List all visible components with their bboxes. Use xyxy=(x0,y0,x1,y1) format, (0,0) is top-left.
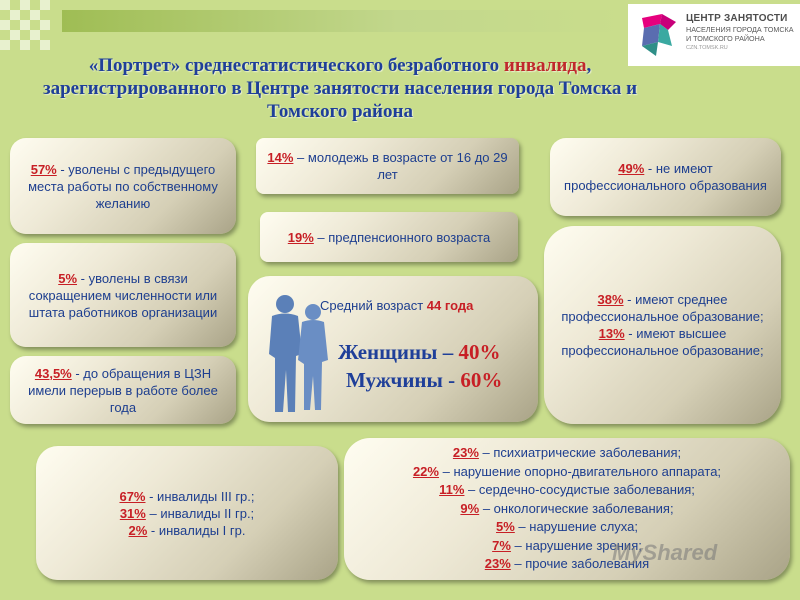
pct-value: 38% xyxy=(597,292,624,307)
page-title: «Портрет» среднестатистического безработ… xyxy=(40,54,640,123)
box-text: – предпенсионного возраста xyxy=(313,229,491,245)
pct-value: 22% xyxy=(412,463,439,479)
list-item: 23% – прочие заболевания xyxy=(352,555,782,574)
pct-value: 9% xyxy=(460,500,480,516)
decorative-checker xyxy=(0,0,50,50)
item-text: – инвалиды II гр.; xyxy=(145,505,255,521)
title-part1: «Портрет» среднестатистического безработ… xyxy=(88,55,504,76)
box-text: - имеют высшее профессиональное образова… xyxy=(561,326,764,358)
box-disability-groups: 67% - инвалиды III гр.; 31% – инвалиды I… xyxy=(36,446,338,580)
box-text: - уволены с предыдущего места работы по … xyxy=(28,161,218,211)
title-line3: Томского района xyxy=(267,101,413,122)
list-item: 2% - инвалиды I гр. xyxy=(44,522,330,539)
list-item: 31% – инвалиды II гр.; xyxy=(44,505,330,522)
box-diseases: 23% – психиатрические заболевания; 22% –… xyxy=(344,438,790,580)
pct-value: 43,5% xyxy=(34,365,72,381)
pct-value: 19% xyxy=(287,229,314,245)
item-text: – психиатрические заболевания; xyxy=(478,445,682,461)
logo: ЦЕНТР ЗАНЯТОСТИ НАСЕЛЕНИЯ ГОРОДА ТОМСКА … xyxy=(628,4,800,66)
pct-value: 5% xyxy=(58,270,78,286)
list-item: 5% – нарушение слуха; xyxy=(352,518,782,537)
pct-value: 23% xyxy=(484,556,511,572)
men-value: 60% xyxy=(460,368,503,392)
box-dismissed-reduction: 5% - уволены в связи сокращением численн… xyxy=(10,243,236,347)
pct-value: 31% xyxy=(119,505,146,521)
logo-site: CZN.TOMSK.RU xyxy=(686,45,728,51)
item-text: – нарушение зрения; xyxy=(510,537,642,553)
average-age-value: 44 года xyxy=(426,298,474,313)
item-text: – сердечно-сосудистые заболевания; xyxy=(464,482,695,498)
pct-value: 2% xyxy=(128,522,148,538)
list-item: 23% – психиатрические заболевания; xyxy=(352,444,782,463)
people-silhouette-icon xyxy=(269,295,328,412)
item-text: - инвалиды I гр. xyxy=(147,522,246,538)
box-text: - не имеют профессионального образования xyxy=(564,161,767,193)
women-share: Женщины – 40% xyxy=(338,340,500,365)
average-age-label: Средний возраст xyxy=(320,298,427,313)
box-no-professional-education: 49% - не имеют профессионального образов… xyxy=(550,138,781,216)
box-text: - уволены в связи сокращением численност… xyxy=(28,270,218,320)
item-text: – нарушение слуха; xyxy=(514,519,638,535)
pct-value: 7% xyxy=(492,537,511,553)
box-text: – молодежь в возрасте от 16 до 29 лет xyxy=(293,150,508,182)
pct-value: 23% xyxy=(452,445,479,461)
box-text: - до обращения в ЦЗН имели перерыв в раб… xyxy=(28,365,218,415)
box-dismissed-voluntary: 57% - уволены с предыдущего места работы… xyxy=(10,138,236,234)
men-share: Мужчины - 60% xyxy=(346,368,502,393)
list-item: 7% – нарушение зрения; xyxy=(352,537,782,556)
title-line2: зарегистрированного в Центре занятости н… xyxy=(42,78,638,99)
item-text: – прочие заболевания xyxy=(510,556,650,572)
pct-value: 67% xyxy=(119,488,146,504)
men-label: Мужчины - xyxy=(346,368,461,392)
box-education: 38% - имеют среднее профессиональное обр… xyxy=(544,226,781,424)
women-value: 40% xyxy=(458,340,501,364)
pct-value: 13% xyxy=(598,326,625,341)
title-part2: , xyxy=(586,55,592,76)
pct-value: 49% xyxy=(618,161,645,176)
logo-title: ЦЕНТР ЗАНЯТОСТИ xyxy=(686,13,788,24)
list-item: 11% – сердечно-сосудистые заболевания; xyxy=(352,481,782,500)
item-text: – онкологические заболевания; xyxy=(479,500,674,516)
item-text: - инвалиды III гр.; xyxy=(145,488,255,504)
pct-value: 14% xyxy=(267,150,294,165)
box-text: - имеют среднее профессиональное образов… xyxy=(561,292,764,324)
list-item: 9% – онкологические заболевания; xyxy=(352,500,782,519)
pct-value: 5% xyxy=(496,519,515,535)
title-highlight: инвалида xyxy=(503,55,587,76)
women-label: Женщины – xyxy=(338,340,459,364)
logo-subtitle-line1: НАСЕЛЕНИЯ ГОРОДА ТОМСКА xyxy=(686,25,794,34)
box-preretirement: 19% – предпенсионного возраста xyxy=(260,212,518,262)
list-item: 22% – нарушение опорно-двигательного апп… xyxy=(352,463,782,482)
pct-value: 57% xyxy=(30,161,57,177)
pct-value: 11% xyxy=(439,482,465,498)
item-text: – нарушение опорно-двигательного аппарат… xyxy=(438,463,722,479)
logo-subtitle-line2: И ТОМСКОГО РАЙОНА xyxy=(686,34,765,43)
box-youth: 14% – молодежь в возрасте от 16 до 29 ле… xyxy=(256,138,519,194)
watermark: MyShared xyxy=(612,540,718,565)
list-item: 67% - инвалиды III гр.; xyxy=(44,488,330,505)
box-break-in-work: 43,5% - до обращения в ЦЗН имели перерыв… xyxy=(10,356,236,424)
decorative-top-band xyxy=(62,10,622,32)
czn-logo-icon xyxy=(642,14,676,56)
average-age: Средний возраст 44 года xyxy=(320,298,473,313)
